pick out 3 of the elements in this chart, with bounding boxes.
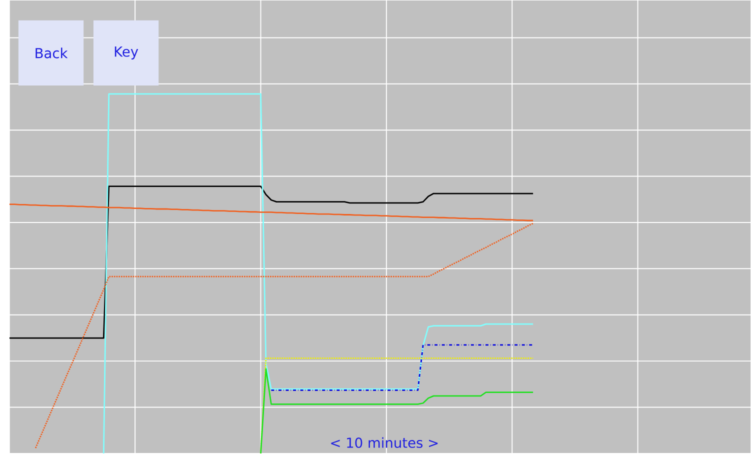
annotation: < 10 minutes >: [331, 437, 438, 448]
text: Back: [36, 48, 68, 58]
text: Key: [114, 46, 138, 60]
